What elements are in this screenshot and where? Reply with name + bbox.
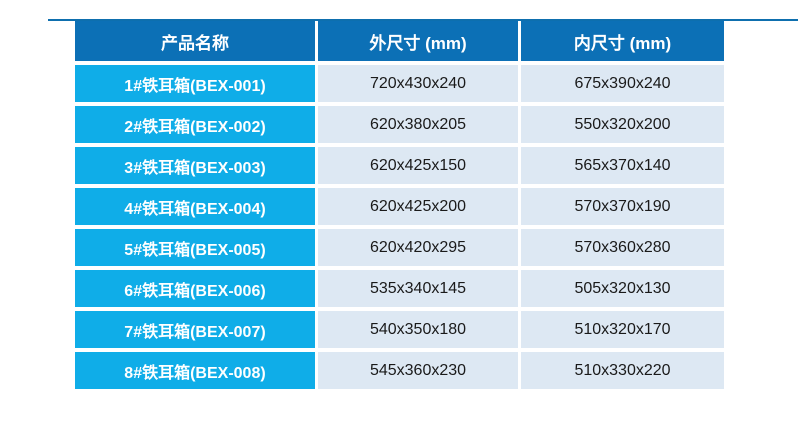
column-header-product-name: 产品名称 (75, 21, 315, 61)
table-row-product-name: 5#铁耳箱(BEX-005) (75, 229, 315, 266)
table-row-inner-size: 505x320x130 (521, 270, 724, 307)
table-row-inner-size: 510x330x220 (521, 352, 724, 389)
column-header-outer-size: 外尺寸 (mm) (318, 21, 518, 61)
table-row-outer-size: 720x430x240 (318, 65, 518, 102)
table-row-outer-size: 545x360x230 (318, 352, 518, 389)
table-row-inner-size: 570x370x190 (521, 188, 724, 225)
table-row-outer-size: 620x425x150 (318, 147, 518, 184)
table-row-product-name: 1#铁耳箱(BEX-001) (75, 65, 315, 102)
table-row-outer-size: 620x420x295 (318, 229, 518, 266)
table-row-outer-size: 535x340x145 (318, 270, 518, 307)
table-row-inner-size: 550x320x200 (521, 106, 724, 143)
table-row-product-name: 3#铁耳箱(BEX-003) (75, 147, 315, 184)
column-header-inner-size: 内尺寸 (mm) (521, 21, 724, 61)
table-row-product-name: 4#铁耳箱(BEX-004) (75, 188, 315, 225)
table-row-outer-size: 540x350x180 (318, 311, 518, 348)
table-row-product-name: 2#铁耳箱(BEX-002) (75, 106, 315, 143)
table-row-product-name: 6#铁耳箱(BEX-006) (75, 270, 315, 307)
table-row-product-name: 7#铁耳箱(BEX-007) (75, 311, 315, 348)
product-spec-table: 产品名称 外尺寸 (mm) 内尺寸 (mm) 1#铁耳箱(BEX-001) 72… (75, 21, 724, 389)
table-row-outer-size: 620x425x200 (318, 188, 518, 225)
table-row-product-name: 8#铁耳箱(BEX-008) (75, 352, 315, 389)
top-divider-line (48, 19, 798, 21)
table-row-inner-size: 510x320x170 (521, 311, 724, 348)
table-row-inner-size: 570x360x280 (521, 229, 724, 266)
table-row-inner-size: 675x390x240 (521, 65, 724, 102)
table-row-inner-size: 565x370x140 (521, 147, 724, 184)
table-row-outer-size: 620x380x205 (318, 106, 518, 143)
